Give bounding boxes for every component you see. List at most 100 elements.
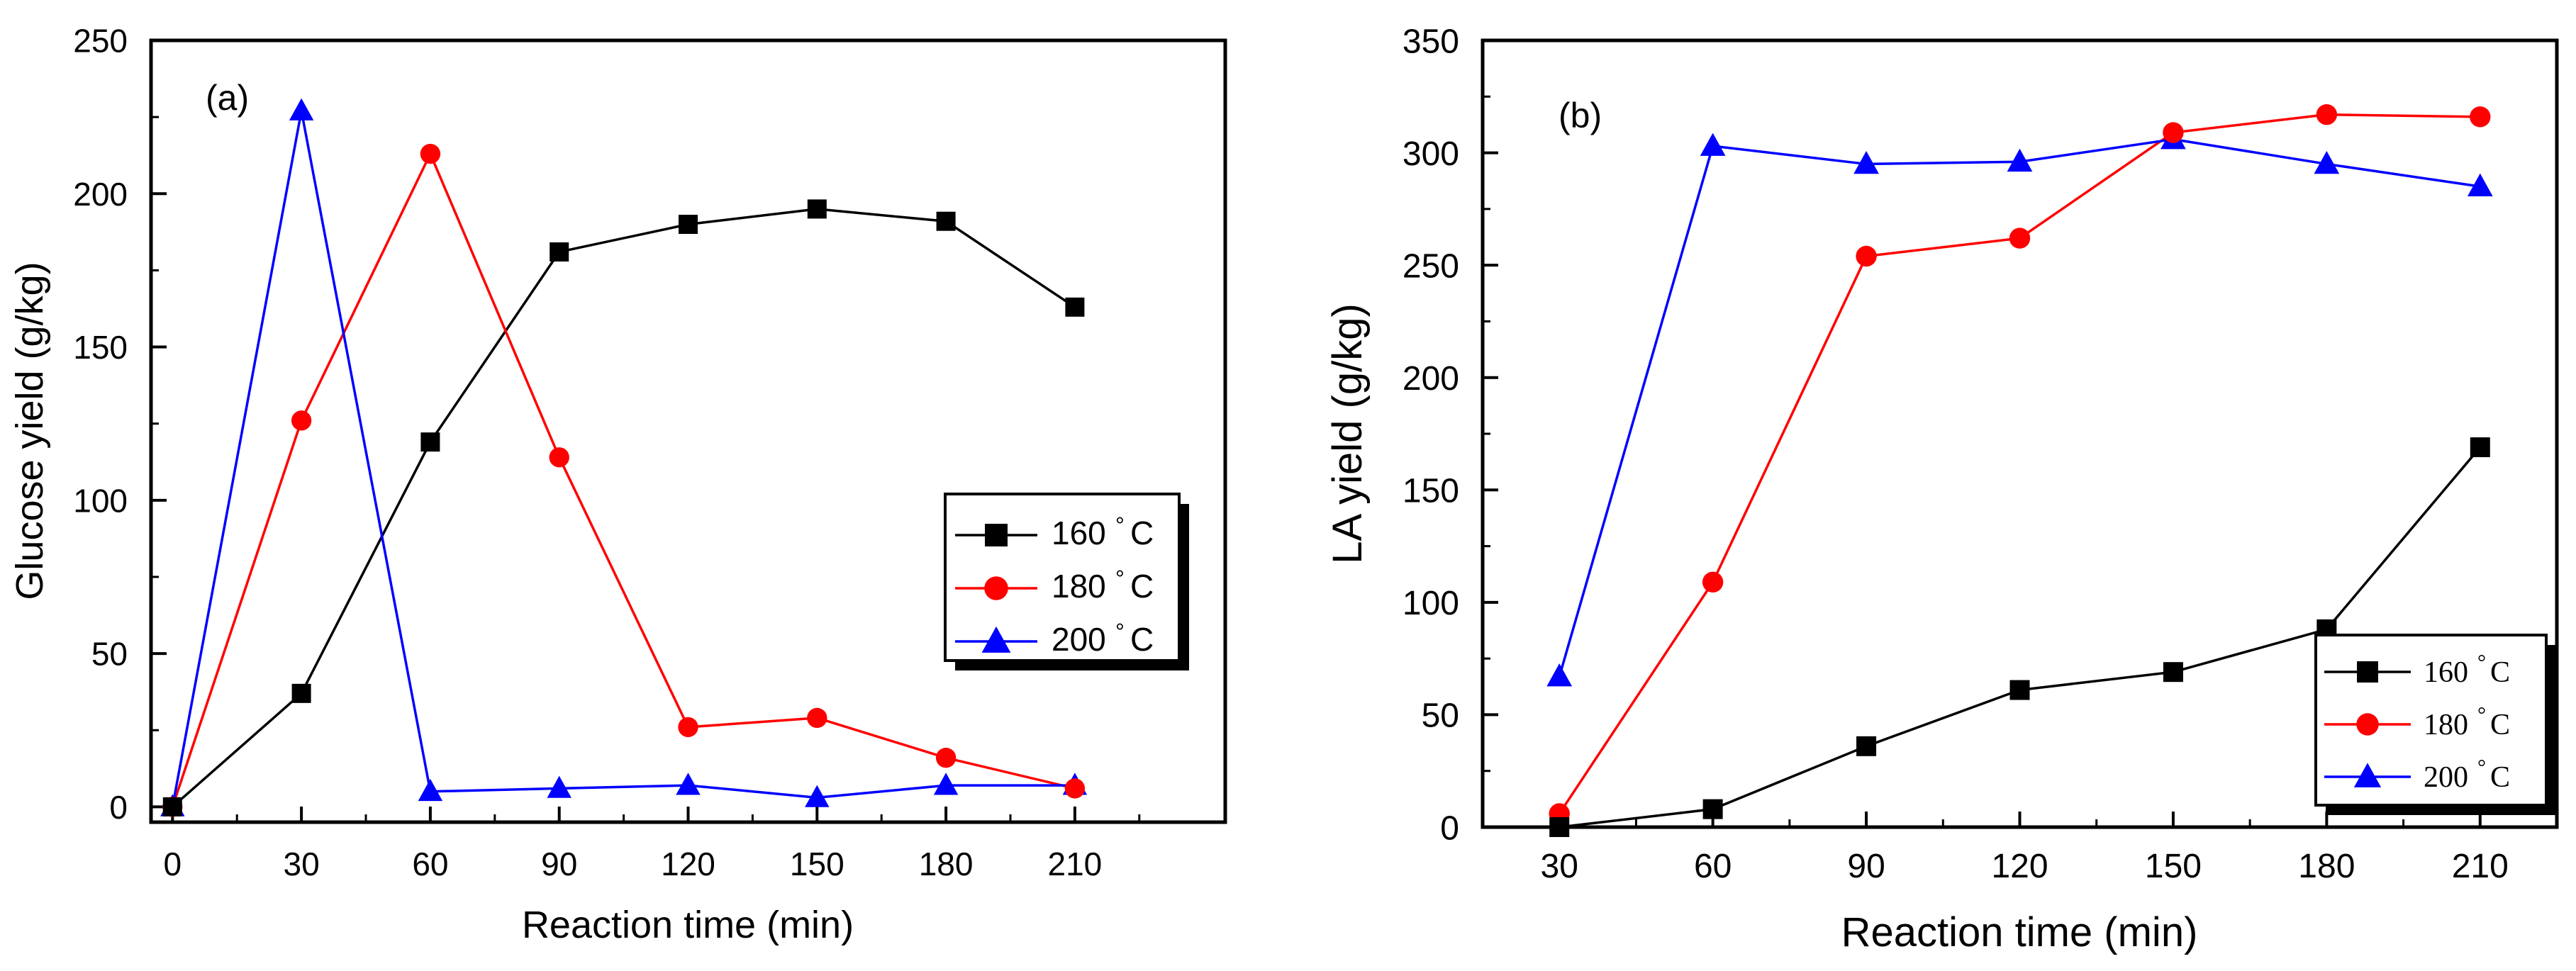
data-point-200 xyxy=(676,773,701,795)
panel-label-a: (a) xyxy=(206,78,249,118)
data-point-200 xyxy=(805,785,830,807)
data-point-180 xyxy=(291,410,312,431)
legend-a: 160 ° C 180 ° C 200 ° C xyxy=(944,493,1189,670)
data-point-180 xyxy=(807,707,827,729)
data-point-160 xyxy=(2470,437,2490,458)
x-tick-label: 150 xyxy=(2145,848,2202,885)
y-tick-label: 250 xyxy=(1403,247,1459,285)
y-axis-title-b: LA yield (g/kg) xyxy=(1325,303,1371,564)
data-point-160 xyxy=(420,432,440,452)
data-point-200 xyxy=(289,98,314,120)
legend-box-a xyxy=(944,493,1181,662)
y-tick-label: 0 xyxy=(109,789,128,826)
x-tick-label: 30 xyxy=(284,846,320,882)
data-point-180 xyxy=(1856,245,1877,267)
data-point-200 xyxy=(1853,150,1879,174)
data-point-160 xyxy=(291,683,311,703)
series-line-200 xyxy=(171,111,1075,807)
y-tick-label: 150 xyxy=(73,329,128,366)
legend-b: 160 ° C 180 ° C 200 ° C xyxy=(2314,634,2556,815)
data-point-200 xyxy=(2007,148,2033,172)
data-point-160 xyxy=(2163,662,2183,683)
data-point-160 xyxy=(936,211,956,231)
data-point-180 xyxy=(935,747,957,768)
legend-label-a-180-unit: C xyxy=(1130,568,1154,605)
panel-b: 30 60 90 120 150 180 210 0 50 100 150 200 250 300 350… xyxy=(1325,23,2559,955)
legend-label-a-200-unit: C xyxy=(1130,621,1154,658)
legend-label-b-200-num: 200 xyxy=(2424,761,2468,794)
legend-label-a-200-deg: ° xyxy=(1115,619,1125,644)
data-point-160 xyxy=(1549,817,1570,837)
series-line-180 xyxy=(171,150,1076,807)
series-line-160 xyxy=(172,208,1076,808)
x-tick-label: 180 xyxy=(919,846,974,882)
x-tick-label: 120 xyxy=(661,846,715,882)
data-point-200 xyxy=(1700,133,1726,156)
legend-label-b-180-deg: ° xyxy=(2477,703,2486,726)
series-markers-a xyxy=(160,98,1088,817)
data-point-200 xyxy=(2467,173,2493,197)
x-axis-b: 30 60 90 120 150 180 210 xyxy=(1481,812,2558,885)
data-point-160 xyxy=(1702,799,1723,819)
legend-marker-200 xyxy=(2353,763,2382,787)
legend-label-a-180-num: 180 xyxy=(1052,568,1106,605)
data-point-180 xyxy=(2163,122,2184,143)
legend-label-b-160-unit: C xyxy=(2490,656,2510,689)
x-axis-title-b: Reaction time (min) xyxy=(1841,909,2198,955)
data-point-160 xyxy=(1856,736,1877,756)
y-tick-label: 350 xyxy=(1403,23,1459,60)
data-point-180 xyxy=(420,143,441,164)
y-tick-label: 300 xyxy=(1403,135,1459,173)
legend-marker-180 xyxy=(2356,713,2379,736)
x-tick-label: 210 xyxy=(1048,846,1103,882)
data-point-160 xyxy=(807,199,827,219)
legend-marker-160 xyxy=(2357,661,2378,683)
legend-label-b-200-deg: ° xyxy=(2477,756,2486,779)
y-tick-label: 100 xyxy=(1403,585,1459,622)
x-tick-label: 0 xyxy=(164,846,182,882)
x-tick-label: 60 xyxy=(1694,848,1732,885)
data-point-180 xyxy=(2009,228,2031,249)
y-tick-label: 50 xyxy=(91,636,128,673)
x-tick-label: 210 xyxy=(2452,848,2509,885)
x-tick-label: 90 xyxy=(1847,848,1885,885)
x-tick-label: 180 xyxy=(2298,848,2355,885)
data-point-200 xyxy=(547,775,571,798)
data-point-160 xyxy=(679,215,698,235)
legend-label-a-160-unit: C xyxy=(1130,515,1154,551)
legend-label-b-160-num: 160 xyxy=(2424,656,2468,689)
legend-marker-180 xyxy=(984,576,1008,600)
series-lines-a xyxy=(171,111,1076,808)
y-tick-label: 200 xyxy=(73,176,128,213)
y-tick-label: 250 xyxy=(73,23,128,60)
panel-label-b: (b) xyxy=(1559,96,1602,135)
data-point-180 xyxy=(2316,103,2338,125)
x-tick-label: 30 xyxy=(1541,848,1578,885)
legend-label-a-160-deg: ° xyxy=(1115,512,1125,538)
x-tick-label: 90 xyxy=(541,846,577,882)
y-axis-title-a: Glucose yield (g/kg) xyxy=(9,262,51,600)
legend-label-a-180-deg: ° xyxy=(1115,566,1125,591)
y-tick-label: 150 xyxy=(1403,473,1459,510)
y-tick-label: 100 xyxy=(73,482,128,519)
data-point-160 xyxy=(162,797,182,816)
x-axis-title-a: Reaction time (min) xyxy=(522,904,854,946)
y-tick-label: 50 xyxy=(1422,697,1459,735)
x-tick-label: 120 xyxy=(1991,848,2048,885)
data-point-160 xyxy=(550,242,569,262)
legend-label-a-200-num: 200 xyxy=(1052,621,1106,658)
data-point-180 xyxy=(1702,571,1724,593)
legend-label-a-160-num: 160 xyxy=(1052,515,1106,551)
data-point-200 xyxy=(933,773,959,795)
data-point-180 xyxy=(2470,106,2491,128)
legend-label-b-180-unit: C xyxy=(2490,709,2510,741)
legend-marker-200 xyxy=(981,626,1011,653)
data-point-200 xyxy=(1546,663,1573,687)
x-axis-a: 0 30 60 90 120 150 180 210 xyxy=(164,807,1141,882)
data-point-180 xyxy=(678,717,698,738)
legend-label-b-200-unit: C xyxy=(2490,761,2510,794)
y-tick-label: 200 xyxy=(1403,360,1459,398)
data-point-180 xyxy=(549,447,569,468)
